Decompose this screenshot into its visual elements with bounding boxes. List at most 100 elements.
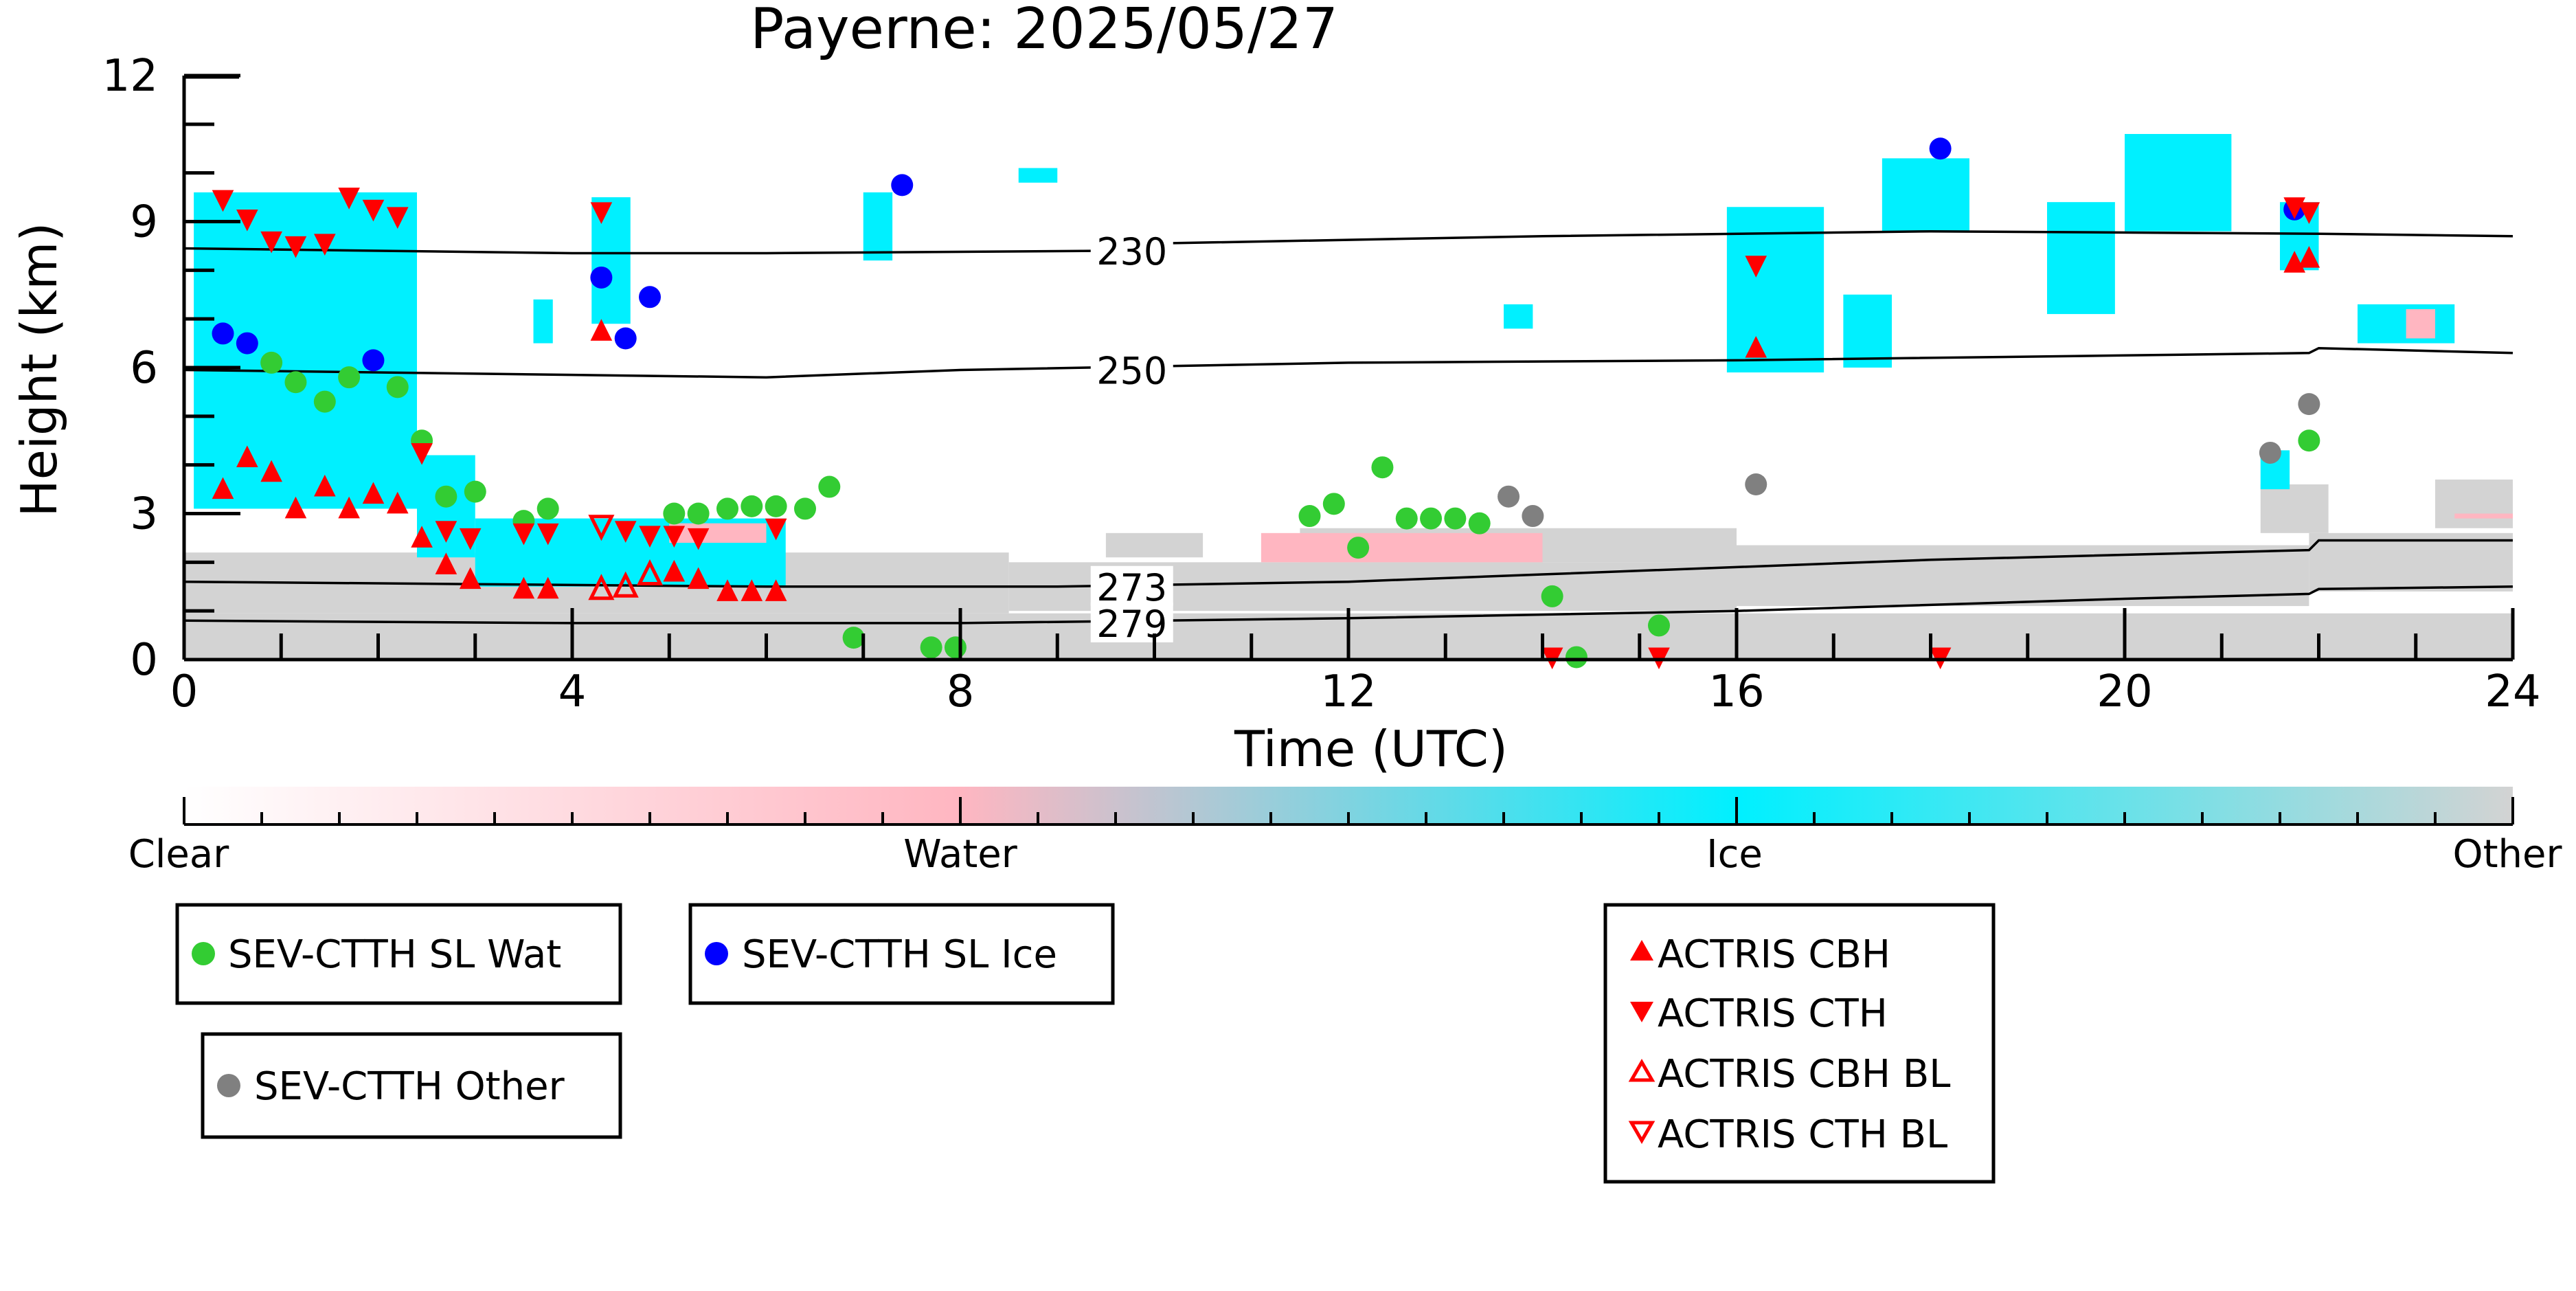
legend-other: SEV-CTTH Other bbox=[201, 1032, 622, 1139]
point-actris-cbh bbox=[687, 567, 710, 590]
point-sev-ctth-sl-wat bbox=[1371, 456, 1394, 479]
point-sev-ctth-sl-ice bbox=[362, 349, 385, 372]
x-tick-label: 12 bbox=[1320, 666, 1376, 717]
x-tick-label: 20 bbox=[2097, 666, 2152, 717]
curtain-region bbox=[2309, 532, 2513, 592]
point-sev-ctth-sl-wat bbox=[338, 366, 361, 389]
point-sev-ctth-other bbox=[1745, 473, 1767, 495]
point-sev-ctth-sl-wat bbox=[818, 475, 841, 498]
point-sev-ctth-sl-ice bbox=[891, 174, 914, 197]
point-actris-cth bbox=[2298, 202, 2320, 224]
point-sev-ctth-sl-wat bbox=[1395, 507, 1418, 530]
point-actris-cth-bl bbox=[588, 515, 615, 541]
colorbar-label-clear: Clear bbox=[128, 832, 229, 877]
point-sev-ctth-sl-wat bbox=[765, 495, 787, 517]
isotherm-line bbox=[183, 229, 2513, 255]
curtain-region bbox=[1843, 294, 1892, 368]
point-actris-cbh bbox=[260, 460, 282, 482]
point-sev-ctth-other bbox=[1498, 485, 1520, 508]
colorbar-label-ice: Ice bbox=[1706, 832, 1763, 877]
curtain-region bbox=[194, 192, 417, 509]
isotherm-label: 250 bbox=[1096, 350, 1167, 393]
point-sev-ctth-sl-wat bbox=[386, 376, 409, 398]
point-sev-ctth-sl-wat bbox=[687, 502, 710, 525]
point-sev-ctth-sl-wat bbox=[716, 497, 738, 520]
legend-label-ice: SEV-CTTH SL Ice bbox=[742, 932, 1057, 977]
point-actris-cth bbox=[536, 523, 559, 546]
point-sev-ctth-sl-wat bbox=[944, 636, 967, 659]
point-sev-ctth-sl-wat bbox=[1420, 507, 1443, 530]
y-tick-label: 0 bbox=[130, 635, 158, 686]
curtain-region bbox=[863, 192, 893, 261]
isotherm-label-bg bbox=[1090, 349, 1173, 390]
point-actris-cbh bbox=[512, 576, 535, 599]
isotherm-label: 279 bbox=[1096, 603, 1167, 646]
legend-label-cbh: ACTRIS CBH bbox=[1658, 932, 1890, 977]
point-actris-cth bbox=[687, 528, 710, 550]
curtain-region bbox=[2435, 479, 2513, 528]
point-actris-cbh bbox=[663, 559, 686, 582]
point-sev-ctth-sl-wat bbox=[794, 497, 816, 520]
point-actris-cbh bbox=[435, 552, 457, 574]
curtain-region bbox=[2047, 202, 2115, 315]
colorbar-label-other: Other bbox=[2452, 832, 2562, 877]
point-actris-cbh bbox=[236, 445, 258, 468]
point-actris-cth bbox=[512, 523, 535, 546]
point-sev-ctth-sl-wat bbox=[1444, 507, 1467, 530]
curtain-region bbox=[2260, 484, 2329, 533]
point-actris-cbh bbox=[386, 491, 409, 514]
legend-label-wat: SEV-CTTH SL Wat bbox=[228, 932, 561, 977]
point-actris-cth bbox=[338, 188, 360, 210]
point-actris-cbh bbox=[459, 567, 482, 590]
point-sev-ctth-sl-wat bbox=[1322, 493, 1345, 515]
point-sev-ctth-sl-ice bbox=[212, 322, 234, 345]
tick-layer: 0 4 8 12 16 20 24 0 3 6 9 12 bbox=[102, 51, 2541, 717]
point-sev-ctth-sl-wat bbox=[842, 627, 865, 649]
curtain-region bbox=[1504, 304, 1533, 329]
point-actris-cth bbox=[663, 526, 686, 548]
point-actris-cth bbox=[314, 234, 336, 256]
legend-wat: SEV-CTTH SL Wat bbox=[175, 903, 622, 1005]
legend-label-cth-bl: ACTRIS CTH BL bbox=[1658, 1112, 1947, 1157]
point-actris-cbh bbox=[536, 576, 559, 599]
curtain-region bbox=[1261, 532, 1543, 563]
point-actris-cbh-bl bbox=[612, 571, 639, 598]
point-actris-cbh bbox=[338, 496, 360, 519]
point-actris-cth bbox=[386, 207, 409, 229]
legend-label-cbh-bl: ACTRIS CBH BL bbox=[1658, 1052, 1950, 1097]
point-actris-cth bbox=[639, 526, 661, 548]
point-sev-ctth-sl-wat bbox=[741, 495, 763, 517]
y-tick-label: 6 bbox=[130, 343, 158, 394]
phase-curtain bbox=[184, 134, 2513, 660]
x-tick-label: 0 bbox=[170, 666, 199, 717]
colorbar-label-water: Water bbox=[903, 832, 1018, 877]
point-actris-cth bbox=[1745, 256, 1767, 278]
y-tick-label: 12 bbox=[102, 51, 158, 102]
point-sev-ctth-sl-ice bbox=[236, 332, 258, 355]
point-sev-ctth-sl-wat bbox=[663, 502, 686, 525]
point-actris-cbh-bl bbox=[588, 574, 615, 600]
point-actris-cth bbox=[212, 190, 234, 212]
point-actris-cth bbox=[765, 518, 787, 541]
point-sev-ctth-sl-wat bbox=[1468, 512, 1491, 535]
point-actris-cbh-bl bbox=[636, 559, 664, 586]
point-actris-cth bbox=[362, 199, 385, 222]
point-sev-ctth-sl-wat bbox=[1648, 614, 1670, 637]
isotherm-label-bg bbox=[1090, 565, 1173, 606]
point-sev-ctth-sl-wat bbox=[1298, 505, 1321, 528]
legend-label-other: SEV-CTTH Other bbox=[254, 1064, 565, 1109]
point-sev-ctth-sl-wat bbox=[284, 371, 307, 394]
curtain-region bbox=[591, 197, 631, 324]
point-actris-cbh bbox=[284, 496, 307, 519]
point-actris-cth bbox=[435, 521, 457, 543]
x-tick-label: 24 bbox=[2485, 666, 2540, 717]
y-tick-label: 9 bbox=[130, 197, 158, 248]
point-sev-ctth-sl-ice bbox=[614, 327, 637, 350]
point-actris-cbh bbox=[765, 579, 787, 601]
point-actris-cbh bbox=[741, 579, 763, 601]
isotherm-label: 273 bbox=[1096, 566, 1167, 609]
point-sev-ctth-other bbox=[1522, 505, 1544, 528]
point-actris-cbh bbox=[212, 477, 234, 499]
point-actris-cth bbox=[614, 521, 637, 543]
